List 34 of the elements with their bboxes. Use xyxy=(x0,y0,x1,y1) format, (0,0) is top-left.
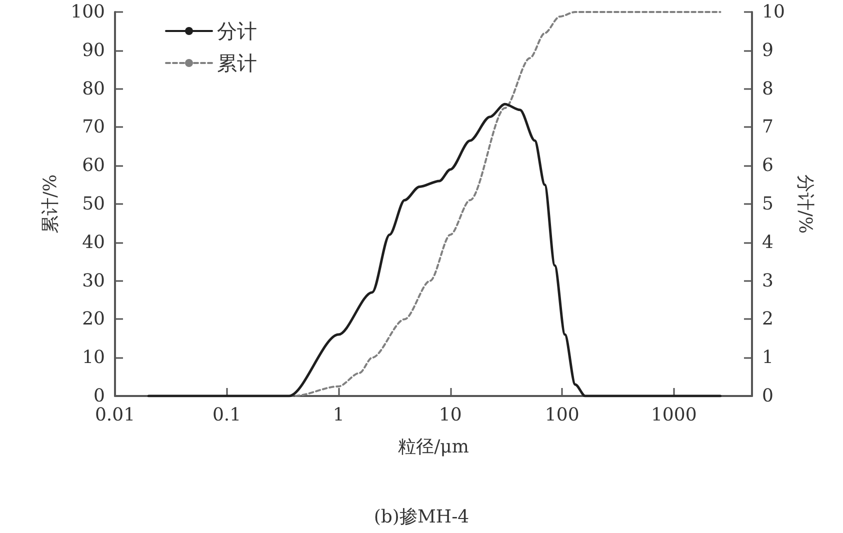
x-tick-label: 100 xyxy=(544,404,580,426)
legend-label: 分计 xyxy=(217,19,257,43)
y2-tick-label: 3 xyxy=(762,270,774,292)
x-tick-label: 0.01 xyxy=(94,404,136,426)
y-tick-label: 40 xyxy=(82,232,105,253)
y2-axis-title: 分计/% xyxy=(794,174,816,234)
y-tick-label: 100 xyxy=(70,2,105,22)
y-tick-label: 90 xyxy=(82,40,105,61)
y-tick-label: 60 xyxy=(82,155,105,176)
y-tick-label: 20 xyxy=(82,308,105,330)
y2-tick-label: 0 xyxy=(762,386,774,406)
y-tick-label: 70 xyxy=(82,116,105,138)
text: (b)掺MH-4 xyxy=(374,506,470,528)
y2-tick-label: 6 xyxy=(762,155,774,176)
legend-label: 累计 xyxy=(217,51,257,75)
y-tick-label: 50 xyxy=(82,194,105,214)
y2-tick-label: 9 xyxy=(762,40,774,61)
y-tick-label: 80 xyxy=(82,78,105,100)
y2-tick-label: 4 xyxy=(762,232,774,253)
x-tick-label: 0.1 xyxy=(212,404,242,426)
y2-tick-label: 1 xyxy=(762,347,774,368)
y-axis-title: 累计/% xyxy=(40,174,62,234)
y2-tick-label: 7 xyxy=(762,116,774,138)
y2-tick-label: 2 xyxy=(762,308,774,330)
y-tick-label: 10 xyxy=(82,347,105,368)
y2-tick-label: 10 xyxy=(762,2,785,22)
y2-tick-label: 8 xyxy=(762,78,774,100)
x-tick-label: 1000 xyxy=(650,404,697,426)
y2-tick-label: 5 xyxy=(762,194,774,214)
x-axis-title: 粒径/μm xyxy=(398,436,469,458)
x-tick-label: 1 xyxy=(332,404,344,426)
y-tick-label: 0 xyxy=(94,386,105,406)
y-tick-label: 30 xyxy=(82,270,105,292)
x-tick-label: 10 xyxy=(438,404,462,426)
